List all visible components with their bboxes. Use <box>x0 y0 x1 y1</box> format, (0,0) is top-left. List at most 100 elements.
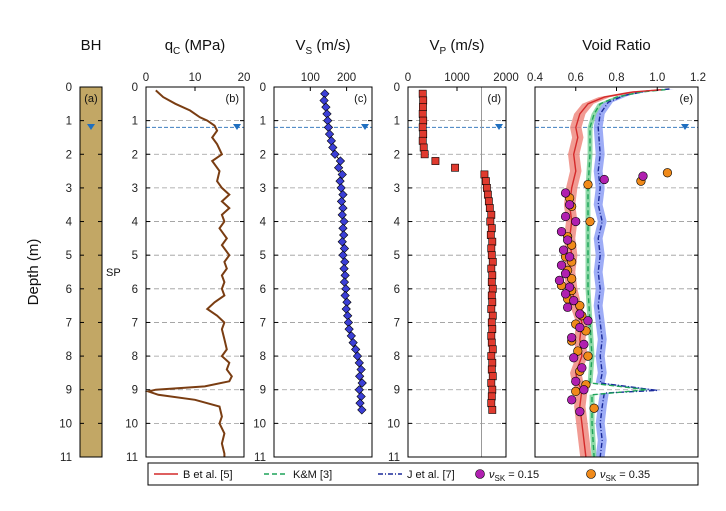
vp-ytick-label: 5 <box>394 250 400 262</box>
vr-sk015-point <box>562 235 573 245</box>
legend-label-sk015: νSK = 0.15 <box>489 469 539 483</box>
qc-xtick-label: 10 <box>189 72 202 84</box>
vs-ytick-label: 4 <box>260 217 267 229</box>
vs-data-point <box>356 391 366 402</box>
vs-ytick-label: 1 <box>260 116 266 128</box>
vr-sk015-point <box>567 332 577 343</box>
vp-data-point <box>482 184 491 192</box>
vs-title: VS (m/s) <box>295 37 350 57</box>
vs-data-point <box>355 371 365 381</box>
legend-label-KM: K&M [3] <box>293 469 332 481</box>
vp-data-point <box>419 130 428 138</box>
vs-data-point <box>339 216 349 227</box>
vr-sk015-point <box>569 353 579 363</box>
vs-data-point <box>357 405 367 415</box>
bh-ytick-label: 7 <box>66 317 72 329</box>
vp-data-point <box>485 204 494 212</box>
vp-data-point <box>487 244 496 253</box>
vr-sk015-point <box>575 322 585 333</box>
vp-data-point <box>418 136 427 145</box>
vr-sk015-point <box>571 216 581 227</box>
vs-panel-tag: (c) <box>354 93 367 105</box>
vs-data-point <box>330 149 340 159</box>
qc-profile-line <box>144 89 233 457</box>
vs-data-point <box>336 183 346 193</box>
vr-xtick-label: 0.6 <box>568 72 584 84</box>
bh-title: BH <box>81 37 102 54</box>
vs-data-point <box>344 324 354 334</box>
vs-data-point <box>338 250 348 260</box>
qc-ytick-label: 5 <box>132 250 138 262</box>
vs-ytick-label: 3 <box>260 183 266 195</box>
qc-ytick-label: 9 <box>132 385 138 397</box>
vs-data-point <box>336 196 347 206</box>
vp-data-point <box>418 123 427 132</box>
borehole-soil-column <box>80 87 102 457</box>
vp-xtick-label: 2000 <box>493 72 519 84</box>
vp-ytick-label: 8 <box>394 351 400 363</box>
vp-data-point <box>486 231 495 239</box>
vp-data-point <box>488 385 497 394</box>
vp-data-point <box>487 224 496 233</box>
vs-data-point <box>348 338 358 348</box>
vp-data-point <box>418 110 427 118</box>
bh-ytick-label: 0 <box>66 82 72 94</box>
vr-sk035-point <box>583 179 593 190</box>
vs-data-point <box>321 102 331 112</box>
vp-ytick-label: 2 <box>394 149 400 161</box>
vp-data-point <box>488 237 497 246</box>
qc-ytick-label: 3 <box>132 183 138 195</box>
vr-sk015-point <box>579 385 589 395</box>
vs-data-point <box>339 264 349 274</box>
vs-data-point <box>338 190 348 200</box>
vp-ytick-label: 11 <box>388 452 400 464</box>
vp-water-table-marker <box>495 124 503 130</box>
vs-data-point <box>340 290 350 301</box>
qc-title: qC (MPa) <box>165 37 226 57</box>
vs-frame <box>273 86 373 458</box>
vs-ytick-label: 7 <box>260 317 266 329</box>
vs-data-point <box>337 210 347 220</box>
vp-data-point <box>488 298 497 307</box>
vr-b-band <box>563 89 667 457</box>
vr-sk015-point <box>569 295 579 306</box>
bh-water-table-marker <box>87 124 95 130</box>
bh-ytick-label: 8 <box>66 351 72 363</box>
vp-data-point <box>419 116 428 125</box>
vr-sk015-point <box>577 363 587 373</box>
vs-data-point <box>328 142 338 153</box>
bh-ytick-label: 11 <box>60 452 72 464</box>
vs-data-point <box>323 122 334 132</box>
vs-ytick-label: 10 <box>253 418 266 430</box>
vs-ytick-label: 9 <box>260 385 266 397</box>
vr-sk015-point <box>575 309 585 319</box>
qc-frame <box>145 86 245 458</box>
bh-frame <box>79 86 103 458</box>
vp-data-point <box>487 379 496 387</box>
bh-ytick-label: 5 <box>66 250 72 262</box>
y-axis-label: Depth (m) <box>25 239 42 306</box>
vs-xtick-label: 200 <box>337 72 356 84</box>
vs-data-point <box>355 398 365 408</box>
qc-ytick-label: 1 <box>132 116 138 128</box>
vr-sk015-point <box>565 282 575 292</box>
vr-water-table-marker <box>681 124 689 130</box>
vs-data-point <box>337 237 347 247</box>
vp-ytick-label: 1 <box>394 116 400 128</box>
qc-ytick-label: 4 <box>132 217 139 229</box>
vp-panel-tag: (d) <box>488 93 501 105</box>
vp-data-point <box>487 264 496 273</box>
qc-xtick-label: 20 <box>238 72 251 84</box>
legend-label-B: B et al. [5] <box>183 469 233 481</box>
vp-ytick-label: 9 <box>394 385 400 397</box>
vr-sk015-point <box>571 376 581 386</box>
vs-ytick-label: 5 <box>260 250 266 262</box>
vr-sk015-point <box>562 302 573 312</box>
vp-data-point <box>487 251 496 260</box>
qc-ytick-label: 7 <box>132 317 138 329</box>
vp-data-point <box>482 177 490 186</box>
vs-data-point <box>352 351 363 361</box>
legend-sk015-swatch <box>475 469 485 479</box>
vr-km-line <box>587 89 666 458</box>
